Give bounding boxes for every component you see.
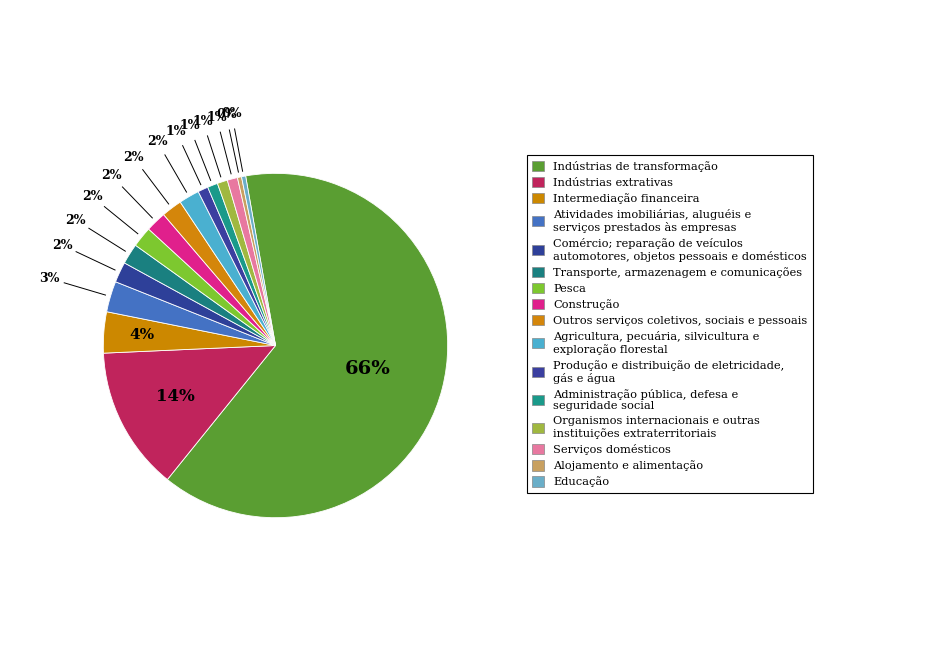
Wedge shape: [163, 202, 276, 345]
Wedge shape: [136, 229, 276, 345]
Text: 0%: 0%: [216, 108, 237, 121]
Wedge shape: [124, 246, 276, 345]
Text: 2%: 2%: [124, 151, 143, 164]
Text: 1%: 1%: [193, 115, 213, 128]
Wedge shape: [180, 192, 276, 345]
Text: 66%: 66%: [344, 360, 390, 378]
Wedge shape: [241, 176, 276, 345]
Wedge shape: [227, 178, 276, 345]
Wedge shape: [238, 177, 276, 345]
Wedge shape: [104, 312, 276, 353]
Text: 0%: 0%: [221, 107, 242, 121]
Text: 1%: 1%: [179, 119, 200, 132]
Text: 3%: 3%: [39, 272, 60, 285]
Wedge shape: [208, 183, 276, 345]
Text: 2%: 2%: [52, 238, 72, 251]
Text: 2%: 2%: [147, 135, 167, 148]
Text: 1%: 1%: [166, 125, 186, 138]
Wedge shape: [218, 180, 276, 345]
Text: 2%: 2%: [102, 169, 122, 182]
Text: 4%: 4%: [129, 329, 154, 342]
Wedge shape: [116, 263, 276, 345]
Wedge shape: [167, 173, 447, 518]
Text: 2%: 2%: [66, 214, 86, 227]
Wedge shape: [148, 214, 276, 345]
Text: 14%: 14%: [156, 388, 195, 404]
Text: 2%: 2%: [82, 191, 103, 203]
Wedge shape: [104, 345, 276, 480]
Wedge shape: [199, 187, 276, 345]
Wedge shape: [106, 282, 276, 345]
Text: 1%: 1%: [206, 111, 227, 124]
Legend: Indústrias de transformação, Indústrias extrativas, Intermediação financeira, At: Indústrias de transformação, Indústrias …: [526, 155, 813, 493]
